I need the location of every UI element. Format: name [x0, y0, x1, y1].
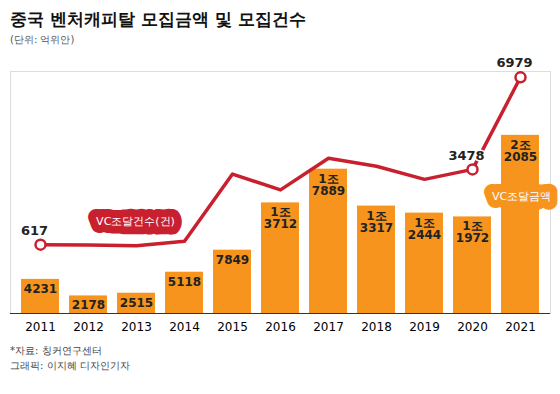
svg-text:2012: 2012	[73, 320, 104, 334]
svg-text:VC조달금액: VC조달금액	[492, 190, 551, 203]
svg-text:2018: 2018	[361, 320, 392, 334]
svg-text:5118: 5118	[168, 275, 201, 289]
svg-text:2014: 2014	[169, 320, 200, 334]
svg-text:2178: 2178	[72, 298, 105, 312]
svg-text:4231: 4231	[24, 282, 57, 296]
svg-text:1조1972: 1조1972	[456, 219, 489, 245]
svg-text:1조3317: 1조3317	[360, 209, 393, 235]
svg-text:617: 617	[21, 223, 48, 238]
svg-text:6979: 6979	[496, 55, 532, 70]
svg-text:2515: 2515	[120, 296, 153, 310]
svg-text:VC조달건수(건): VC조달건수(건)	[96, 215, 175, 228]
html-text:*자료: 칭커연구센터: *자료: 칭커연구센터	[10, 345, 102, 356]
svg-text:2013: 2013	[121, 320, 152, 334]
svg-text:3478: 3478	[448, 148, 484, 163]
svg-text:2017: 2017	[313, 320, 344, 334]
html-text:그래픽: 이지혜 디자인기자: 그래픽: 이지혜 디자인기자	[10, 360, 130, 371]
svg-text:2조2085: 2조2085	[504, 138, 537, 164]
svg-text:2011: 2011	[25, 320, 56, 334]
svg-text:2021: 2021	[505, 320, 536, 334]
svg-text:2020: 2020	[457, 320, 488, 334]
svg-text:2019: 2019	[409, 320, 440, 334]
svg-text:2016: 2016	[265, 320, 296, 334]
svg-text:1조3712: 1조3712	[264, 205, 297, 231]
html-text:중국 벤처캐피탈 모집금액 및 모집건수: 중국 벤처캐피탈 모집금액 및 모집건수	[10, 9, 306, 29]
svg-text:1조7889: 1조7889	[312, 172, 345, 198]
svg-text:1조2444: 1조2444	[408, 216, 441, 242]
svg-text:2015: 2015	[217, 320, 248, 334]
html-text:(단위: 억위안): (단위: 억위안)	[10, 34, 75, 45]
svg-text:7849: 7849	[216, 253, 249, 267]
